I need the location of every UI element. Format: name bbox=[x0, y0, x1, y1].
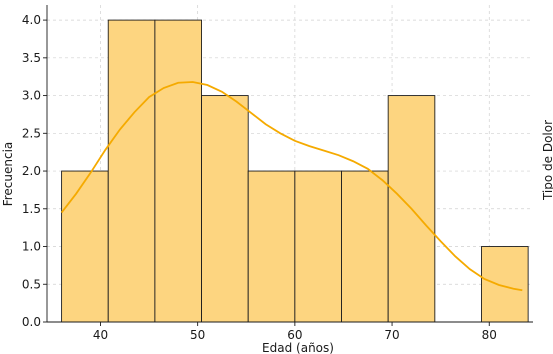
kde-curve bbox=[60, 81, 523, 292]
x-tick-label: 50 bbox=[190, 328, 205, 342]
histogram-bar bbox=[201, 95, 249, 323]
right-axis-label: Tipo de Dolor bbox=[541, 120, 553, 201]
y-tick-label: 4.0 bbox=[22, 13, 41, 27]
y-tick-label: 1.0 bbox=[22, 240, 41, 254]
y-axis-label: Frecuencia bbox=[1, 142, 15, 207]
x-tick-label: 60 bbox=[287, 328, 302, 342]
y-tick-label: 2.0 bbox=[22, 164, 41, 178]
histogram-bar bbox=[154, 19, 202, 323]
y-tick-label: 0.0 bbox=[22, 315, 41, 329]
histogram-bar bbox=[107, 19, 156, 323]
x-tick-label: 70 bbox=[384, 328, 399, 342]
y-tick-label: 0.5 bbox=[22, 277, 41, 291]
histogram-bar bbox=[481, 246, 529, 323]
histogram-bar bbox=[61, 170, 109, 323]
x-tick-label: 40 bbox=[93, 328, 108, 342]
y-tick-label: 3.0 bbox=[22, 89, 41, 103]
y-ticks: 0.0 0.5 1.0 1.5 2.0 2.5 3.0 3.5 4.0 bbox=[22, 13, 47, 329]
x-ticks: 40 50 60 70 80 bbox=[93, 322, 497, 342]
x-axis-label: Edad (años) bbox=[262, 341, 334, 354]
histogram-bar bbox=[341, 170, 389, 323]
histogram-bar bbox=[294, 170, 342, 323]
histogram-bar bbox=[247, 170, 296, 323]
y-tick-label: 1.5 bbox=[22, 202, 41, 216]
y-tick-label: 2.5 bbox=[22, 126, 41, 140]
y-tick-label: 3.5 bbox=[22, 51, 41, 65]
histogram-bars bbox=[61, 19, 529, 323]
x-tick-label: 80 bbox=[482, 328, 497, 342]
